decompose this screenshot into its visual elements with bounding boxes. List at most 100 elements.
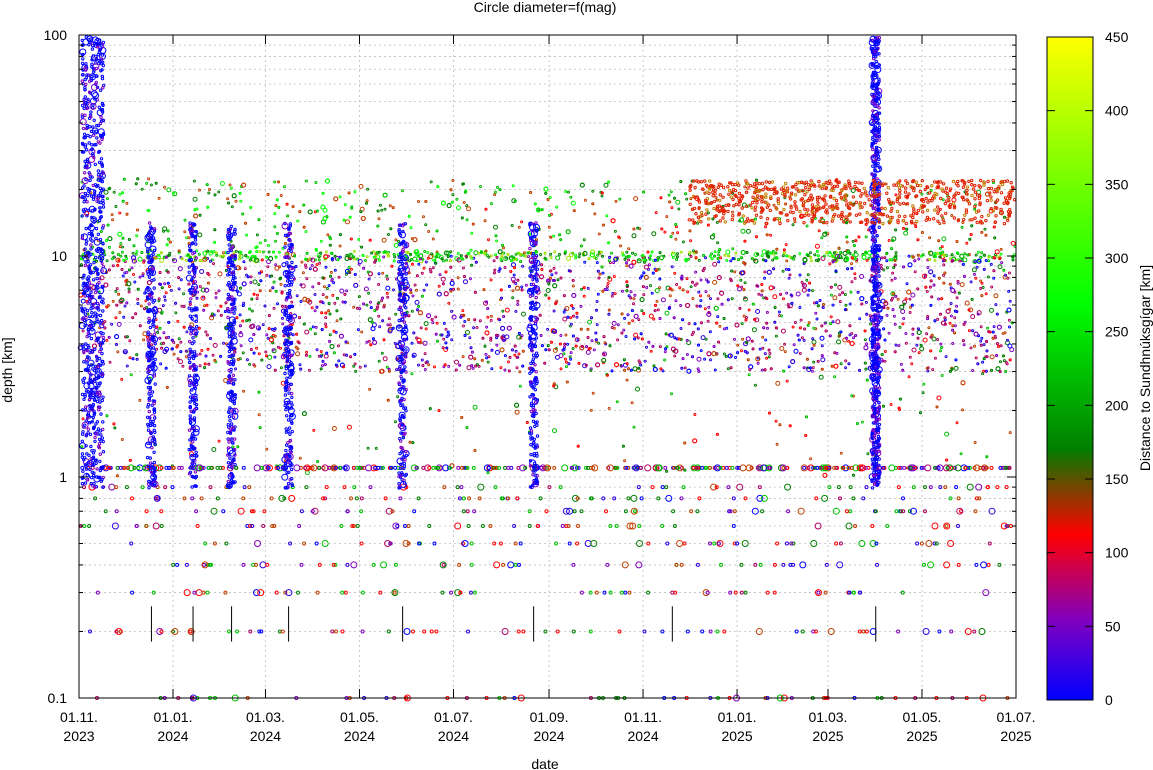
- data-point: [510, 259, 513, 263]
- data-point: [163, 485, 168, 490]
- data-point: [954, 464, 962, 472]
- data-point: [139, 304, 143, 308]
- data-point: [702, 267, 706, 270]
- data-point: [690, 179, 694, 183]
- data-point: [474, 260, 478, 264]
- data-point: [442, 365, 446, 369]
- data-point: [298, 210, 302, 214]
- data-point: [722, 352, 726, 356]
- data-point: [484, 249, 488, 253]
- data-point: [736, 343, 740, 347]
- data-point: [967, 308, 971, 312]
- data-point: [881, 359, 885, 363]
- data-point: [523, 465, 528, 470]
- data-point: [426, 251, 430, 254]
- data-point: [495, 255, 499, 259]
- data-point: [488, 524, 493, 528]
- data-point: [864, 367, 868, 371]
- data-point: [603, 182, 609, 188]
- data-point: [822, 472, 828, 478]
- data-point: [274, 255, 278, 259]
- data-point: [763, 352, 767, 356]
- data-point: [333, 301, 337, 305]
- data-point: [614, 362, 619, 368]
- data-point: [835, 253, 840, 259]
- data-point: [198, 285, 202, 289]
- data-point: [544, 348, 548, 352]
- data-point: [864, 235, 868, 239]
- data-point: [332, 281, 336, 285]
- data-point: [927, 250, 931, 254]
- data-point: [448, 259, 452, 263]
- data-point: [956, 524, 960, 528]
- data-point: [171, 562, 176, 567]
- data-point: [785, 291, 789, 295]
- data-point: [771, 258, 775, 262]
- data-point: [755, 309, 761, 314]
- data-point: [319, 367, 323, 371]
- data-point: [569, 351, 573, 355]
- data-point: [350, 206, 354, 210]
- data-point: [423, 352, 427, 356]
- data-point: [765, 590, 770, 595]
- data-point: [850, 332, 854, 335]
- data-point: [138, 398, 142, 402]
- data-point: [839, 451, 843, 455]
- data-point: [940, 346, 944, 349]
- data-point: [786, 303, 790, 307]
- data-point: [358, 307, 362, 311]
- data-point: [295, 332, 299, 336]
- data-point: [413, 283, 417, 287]
- data-point: [975, 483, 983, 491]
- data-point: [849, 290, 853, 294]
- data-point: [566, 507, 574, 515]
- data-point: [249, 256, 253, 260]
- data-point: [998, 465, 1003, 470]
- data-point: [449, 463, 455, 469]
- data-point: [984, 355, 988, 359]
- data-point: [673, 271, 677, 275]
- data-point: [315, 263, 319, 267]
- data-point: [325, 178, 330, 184]
- data-point: [678, 286, 682, 290]
- data-point: [959, 452, 963, 456]
- data-point: [518, 384, 522, 388]
- data-point: [626, 496, 631, 501]
- data-point: [160, 286, 164, 290]
- data-point: [122, 315, 126, 319]
- data-point: [444, 327, 448, 331]
- data-point: [675, 283, 679, 286]
- data-point: [324, 250, 328, 254]
- data-point: [859, 464, 866, 472]
- data-point: [689, 509, 694, 514]
- data-point: [548, 196, 552, 199]
- data-point: [310, 264, 314, 267]
- data-point: [272, 280, 276, 284]
- data-point: [432, 541, 437, 546]
- data-point: [671, 256, 675, 259]
- data-point: [743, 496, 748, 501]
- data-point: [450, 309, 454, 313]
- data-point: [297, 524, 302, 528]
- data-point: [571, 306, 575, 310]
- data-point: [822, 231, 828, 237]
- data-point: [880, 353, 884, 356]
- data-point: [324, 485, 329, 490]
- data-point: [810, 347, 814, 351]
- data-point: [943, 485, 948, 490]
- data-point: [166, 229, 170, 233]
- data-point: [807, 321, 811, 325]
- data-point: [167, 335, 171, 339]
- data-point: [635, 465, 640, 470]
- data-point: [325, 287, 329, 290]
- data-point: [410, 464, 418, 472]
- data-point: [338, 244, 342, 248]
- data-point: [235, 289, 239, 293]
- data-point: [219, 313, 223, 317]
- data-point: [507, 360, 510, 364]
- data-point: [968, 307, 974, 313]
- data-point: [217, 190, 221, 194]
- data-point: [516, 278, 520, 282]
- data-point: [955, 310, 959, 314]
- data-point: [789, 541, 794, 546]
